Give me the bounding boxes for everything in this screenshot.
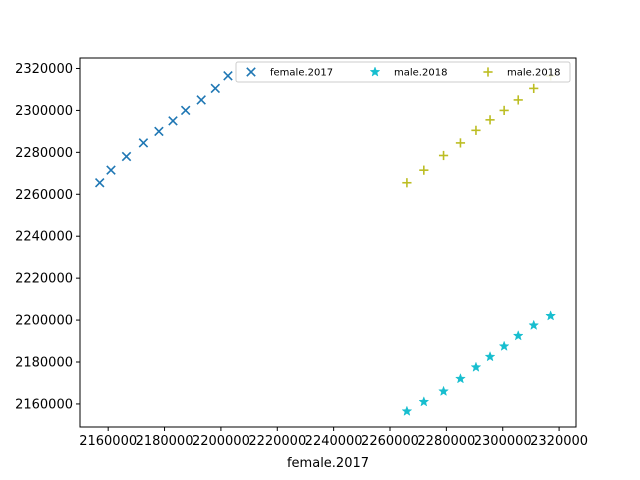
legend-marker-2	[483, 67, 493, 77]
legend-marker-1	[369, 66, 381, 77]
data-point-2-8	[529, 83, 539, 94]
data-point-1-3	[455, 373, 466, 384]
data-point-1-6	[498, 340, 510, 351]
legend-label-0: female.2017	[270, 68, 333, 79]
axes: 2160000218000022000002220000224000022600…	[15, 57, 588, 449]
legend-marker-0	[246, 67, 256, 77]
x-tick-label-6: 2280000	[417, 434, 475, 449]
x-tick-label-7: 2300000	[474, 434, 532, 449]
y-tick-label-4: 2240000	[15, 230, 73, 245]
x-tick-label-2: 2200000	[192, 434, 250, 449]
data-point-1-8	[528, 319, 540, 330]
data-point-0-6	[180, 105, 191, 116]
data-point-1-4	[470, 361, 482, 372]
data-point-0-7	[196, 95, 206, 105]
data-point-2-2	[438, 150, 449, 161]
y-tick-label-0: 2160000	[15, 397, 73, 412]
data-point-1-1	[418, 396, 430, 407]
data-point-0-1	[106, 165, 116, 175]
legend: female.2017 male.2018 male.2018	[235, 61, 571, 83]
data-point-0-2	[121, 151, 132, 162]
data-point-0-5	[168, 116, 178, 126]
x-tick-label-1: 2180000	[136, 434, 194, 449]
y-tick-label-2: 2200000	[15, 314, 73, 329]
data-point-1-9	[545, 310, 557, 321]
y-tick-label-7: 2300000	[15, 104, 73, 119]
y-tick-label-8: 2320000	[15, 62, 73, 77]
data-point-0-4	[154, 126, 164, 137]
data-point-0-8	[210, 83, 221, 94]
plot-area	[94, 71, 557, 416]
data-point-1-2	[438, 385, 449, 396]
data-point-1-7	[512, 330, 524, 341]
data-point-0-3	[138, 138, 149, 148]
legend-frame	[235, 61, 571, 83]
data-point-2-6	[499, 105, 509, 116]
y-tick-label-6: 2280000	[15, 146, 73, 161]
data-point-2-1	[419, 165, 429, 175]
y-tick-label-5: 2260000	[15, 188, 73, 203]
data-point-2-4	[471, 125, 481, 135]
data-point-0-0	[94, 177, 105, 188]
data-point-2-5	[485, 115, 495, 125]
data-point-0-9	[223, 71, 233, 81]
legend-label-1: male.2018	[394, 68, 447, 79]
data-point-1-5	[484, 351, 496, 362]
x-tick-label-0: 2160000	[79, 434, 137, 449]
data-point-2-0	[402, 178, 412, 188]
data-point-1-0	[401, 405, 413, 416]
y-tick-label-3: 2220000	[15, 272, 73, 287]
x-tick-label-5: 2260000	[361, 434, 419, 449]
legend-label-2: male.2018	[507, 68, 560, 79]
data-point-2-7	[513, 95, 523, 105]
x-tick-label-8: 2320000	[530, 434, 588, 449]
x-tick-label-3: 2220000	[248, 434, 306, 449]
x-tick-label-4: 2240000	[305, 434, 363, 449]
x-axis-label: female.2017	[287, 456, 369, 471]
y-tick-label-1: 2180000	[15, 356, 73, 371]
data-point-2-3	[455, 138, 466, 148]
plot-frame	[79, 57, 577, 428]
